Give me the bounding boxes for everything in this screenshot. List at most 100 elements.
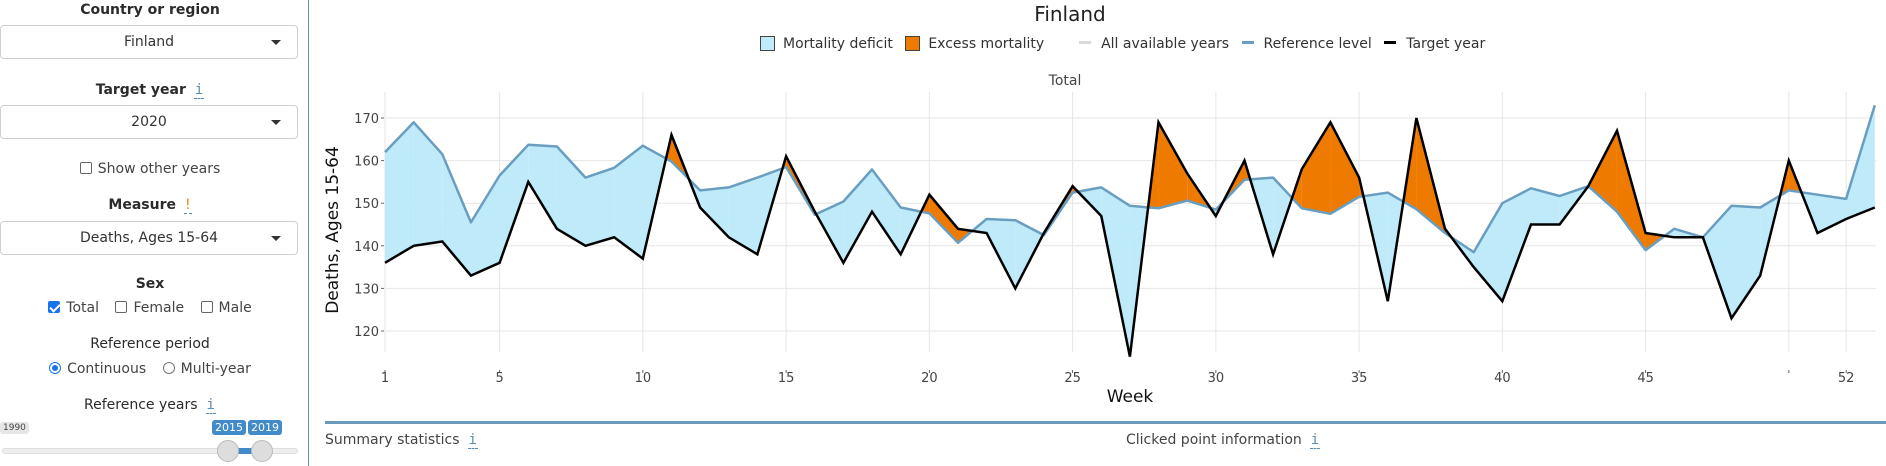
target-year-point[interactable] — [726, 234, 732, 240]
target-year-point[interactable] — [1127, 354, 1133, 360]
measure-select[interactable]: Deaths, Ages 15-64 — [0, 221, 298, 255]
target-year-point[interactable] — [411, 243, 417, 249]
target-year-point[interactable] — [382, 260, 388, 266]
target-year-point[interactable] — [468, 273, 474, 279]
target-year-point[interactable] — [812, 209, 818, 215]
target-year-point[interactable] — [1585, 183, 1591, 189]
mortality-deficit-area — [1015, 220, 1044, 289]
info-icon[interactable]: i — [1309, 432, 1321, 449]
info-icon[interactable]: i — [205, 397, 216, 414]
target-year-point[interactable] — [1872, 204, 1878, 210]
legend-item-excess[interactable]: Excess mortality — [905, 36, 1044, 52]
show-other-years-checkbox[interactable] — [79, 162, 92, 174]
target-year-point[interactable] — [1643, 230, 1649, 236]
legend-label-reference: Reference level — [1263, 36, 1372, 52]
target-year-point[interactable] — [1614, 128, 1620, 134]
target-year-point[interactable] — [984, 230, 990, 236]
legend-line-target — [1384, 41, 1397, 44]
target-year-point[interactable] — [926, 192, 932, 198]
reference-years-slider[interactable]: 1990 2015 2019 — [0, 420, 300, 466]
target-year-point[interactable] — [1012, 285, 1018, 291]
country-select[interactable]: Finland — [0, 25, 298, 59]
target-year-point[interactable] — [898, 251, 904, 257]
target-year-point[interactable] — [525, 179, 531, 185]
sex-total-label: Total — [66, 300, 99, 316]
target-year-point[interactable] — [1499, 298, 1505, 304]
sex-female-checkbox[interactable] — [115, 301, 128, 313]
sex-total-checkbox[interactable] — [48, 301, 61, 313]
target-year-point[interactable] — [1557, 222, 1563, 228]
slider-handle-to[interactable] — [251, 440, 273, 462]
info-icon[interactable]: i — [467, 432, 478, 449]
reference-period-multi-year[interactable]: Multi-year — [162, 361, 251, 377]
target-year-point[interactable] — [1442, 226, 1448, 232]
legend-item-target[interactable]: Target year — [1384, 36, 1485, 52]
target-year-point[interactable] — [497, 260, 503, 266]
excess-mortality-area — [1158, 122, 1188, 209]
target-year-point[interactable] — [611, 234, 617, 240]
target-year-point[interactable] — [1098, 213, 1104, 219]
target-year-point[interactable] — [869, 209, 875, 215]
mortality-deficit-area — [1817, 194, 1847, 234]
target-year-point[interactable] — [1471, 264, 1477, 270]
legend-line-reference — [1241, 41, 1254, 44]
show-other-years-row[interactable]: Show other years — [0, 161, 300, 177]
mortality-deficit-area — [1531, 188, 1560, 225]
legend-item-deficit[interactable]: Mortality deficit — [760, 36, 893, 52]
target-year-point[interactable] — [1528, 222, 1534, 228]
reference-level-line[interactable] — [384, 104, 1876, 254]
target-year-point[interactable] — [1327, 119, 1333, 125]
target-year-point[interactable] — [640, 256, 646, 262]
multi-year-radio[interactable] — [162, 362, 175, 374]
target-year-point[interactable] — [1070, 183, 1076, 189]
target-year-point[interactable] — [783, 153, 789, 159]
warning-icon[interactable]: ! — [183, 197, 192, 214]
target-year-point[interactable] — [1242, 158, 1248, 164]
slider-handle-from[interactable] — [217, 440, 239, 462]
target-year-point[interactable] — [1184, 170, 1190, 176]
target-year-point[interactable] — [1843, 216, 1849, 222]
legend-item-all-years[interactable]: All available years — [1079, 36, 1229, 52]
slider-track[interactable] — [2, 448, 298, 454]
info-icon[interactable]: i — [193, 82, 205, 99]
main-panel: Finland Mortality deficit Excess mortali… — [310, 0, 1886, 466]
target-year-point[interactable] — [1671, 234, 1677, 240]
target-year-point[interactable] — [1757, 273, 1763, 279]
sex-male-checkbox[interactable] — [200, 301, 213, 313]
target-year-point[interactable] — [1786, 158, 1792, 164]
sex-option-total[interactable]: Total — [48, 300, 99, 316]
excess-mortality-area — [1301, 122, 1331, 214]
target-year-point[interactable] — [583, 243, 589, 249]
sex-option-female[interactable]: Female — [115, 300, 184, 316]
target-year-point[interactable] — [1270, 251, 1276, 257]
summary-statistics-row: Summary statistics i — [325, 432, 478, 449]
target-year-point[interactable] — [697, 204, 703, 210]
target-year-line[interactable] — [384, 117, 1876, 357]
target-year-select[interactable]: 2020 — [0, 105, 298, 139]
target-year-point[interactable] — [669, 132, 675, 138]
reference-period-continuous[interactable]: Continuous — [49, 361, 146, 377]
target-year-point[interactable] — [955, 226, 961, 232]
clicked-point-row: Clicked point information i — [1126, 432, 1321, 449]
target-year-point[interactable] — [1156, 119, 1162, 125]
target-year-point[interactable] — [1385, 298, 1391, 304]
excess-mortality-area — [782, 156, 787, 169]
target-year-point[interactable] — [1213, 213, 1219, 219]
sex-option-male[interactable]: Male — [200, 300, 252, 316]
target-year-point[interactable] — [1815, 230, 1821, 236]
target-year-point[interactable] — [1700, 234, 1706, 240]
continuous-radio[interactable] — [49, 362, 62, 374]
target-year-point[interactable] — [1413, 115, 1419, 121]
target-year-point[interactable] — [754, 251, 760, 257]
target-year-point[interactable] — [1299, 166, 1305, 172]
target-year-point[interactable] — [1356, 175, 1362, 181]
target-year-point[interactable] — [1729, 315, 1735, 321]
target-year-point[interactable] — [439, 239, 445, 245]
target-year-point[interactable] — [1041, 230, 1047, 236]
chart-title: Finland — [1034, 2, 1106, 26]
target-year-point[interactable] — [554, 226, 560, 232]
excess-mortality-area — [1330, 122, 1360, 214]
target-year-point[interactable] — [840, 260, 846, 266]
legend-item-reference[interactable]: Reference level — [1241, 36, 1372, 52]
